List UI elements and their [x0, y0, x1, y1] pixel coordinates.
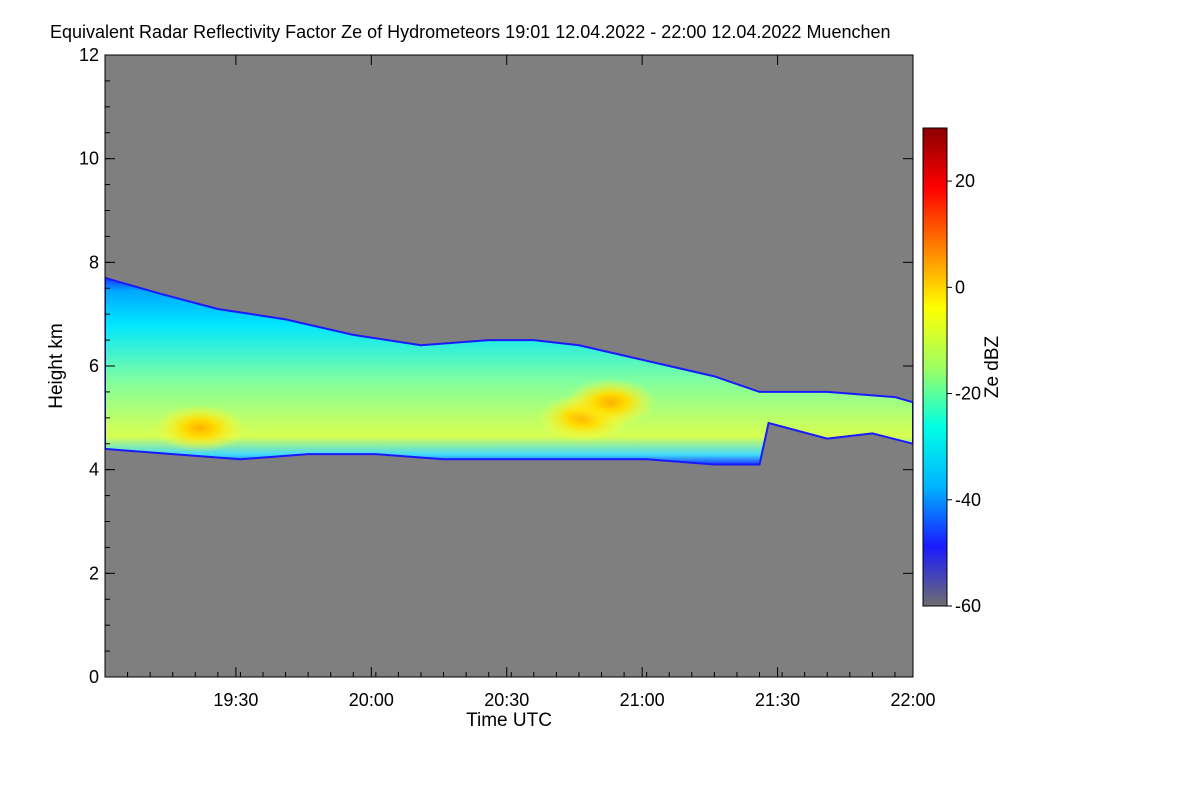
x-tick-label: 22:00 [890, 690, 935, 710]
colorbar-tick-label: 0 [955, 277, 965, 297]
cloud-layer [105, 276, 913, 466]
x-tick-label: 21:00 [620, 690, 665, 710]
colorbar-label: Ze dBZ [982, 335, 1003, 398]
x-axis-label: Time UTC [466, 710, 552, 731]
x-tick-label: 19:30 [213, 690, 258, 710]
x-axis: 19:30 20:00 20:30 21:00 21:30 22:00 [104, 55, 936, 710]
y-tick-label: 4 [89, 460, 99, 480]
x-tick-label: 20:00 [349, 690, 394, 710]
plot-layer [105, 276, 913, 466]
y-tick-label: 6 [89, 356, 99, 376]
colorbar-tick-label: -40 [955, 490, 981, 510]
chart-title: Equivalent Radar Reflectivity Factor Ze … [50, 22, 891, 42]
colorbar-ticks: -60 -40 -20 0 20 [947, 171, 981, 616]
colorbar-tick-label: -60 [955, 596, 981, 616]
y-axis: 0 2 4 6 8 10 12 [79, 45, 913, 687]
y-axis-label: Height km [46, 323, 67, 409]
colorbar-tick-label: 20 [955, 171, 975, 191]
x-tick-label: 21:30 [755, 690, 800, 710]
colorbar-tick-label: -20 [955, 384, 981, 404]
reflectivity-core [564, 378, 657, 427]
y-tick-label: 10 [79, 149, 99, 169]
y-tick-label: 0 [89, 667, 99, 687]
y-tick-label: 8 [89, 252, 99, 272]
x-tick-label: 20:30 [484, 690, 529, 710]
y-tick-label: 12 [79, 45, 99, 65]
y-tick-label: 2 [89, 563, 99, 583]
colorbar [922, 127, 948, 607]
reflectivity-core [153, 404, 246, 453]
